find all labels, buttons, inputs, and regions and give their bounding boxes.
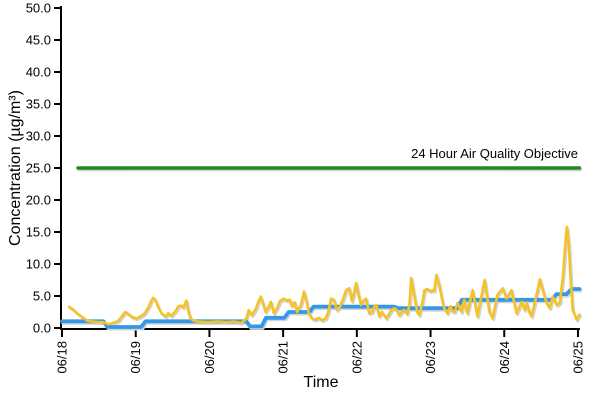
x-tick-label: 06/24 <box>497 341 512 374</box>
x-tick-label: 06/25 <box>570 341 585 374</box>
x-tick-label: 06/22 <box>349 341 364 374</box>
hourly_concentration-line <box>67 225 581 326</box>
x-tick-label: 06/23 <box>423 341 438 374</box>
y-tick-label: 5.0 <box>33 289 51 304</box>
x-tick-label: 06/21 <box>276 341 291 374</box>
objective-annotation: 24 Hour Air Quality Objective <box>411 146 578 161</box>
y-tick-label: 10.0 <box>26 257 51 272</box>
y-tick-label: 30.0 <box>26 129 51 144</box>
y-tick-label: 35.0 <box>26 97 51 112</box>
x-tick-label: 06/19 <box>128 341 143 374</box>
y-tick-label: 0.0 <box>33 321 51 336</box>
y-tick-label: 45.0 <box>26 33 51 48</box>
x-tick-label: 06/18 <box>55 341 70 374</box>
y-tick-label: 40.0 <box>26 65 51 80</box>
y-tick-label: 25.0 <box>26 161 51 176</box>
y-tick-label: 50.0 <box>26 1 51 16</box>
x-axis-title: Time <box>303 374 339 391</box>
y-tick-label: 15.0 <box>26 225 51 240</box>
24_hour_rolling_average-shadow <box>61 288 583 331</box>
y-tick-label: 20.0 <box>26 193 51 208</box>
y-axis-title: Concentration (µg/m³) <box>7 90 24 246</box>
x-tick-label: 06/20 <box>202 341 217 374</box>
